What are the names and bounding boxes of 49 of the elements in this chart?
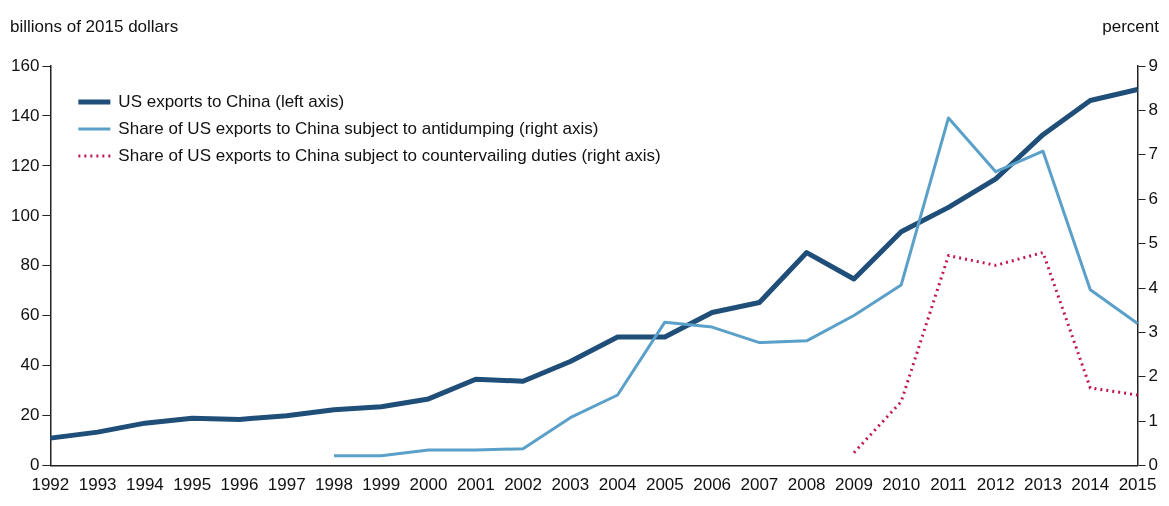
x-tick-label: 2007 — [740, 475, 779, 495]
x-tick-label: 2008 — [787, 475, 826, 495]
y-tick-label: 80 — [20, 255, 40, 275]
y-tick-label: 20 — [20, 405, 40, 425]
y2-tick-label: 7 — [1148, 144, 1159, 164]
x-tick-label: 1996 — [220, 475, 259, 495]
y-tick-label: 0 — [29, 455, 40, 475]
y-tick-label: 120 — [10, 155, 40, 175]
line-series — [852, 250, 1140, 455]
y2-tick-label: 1 — [1148, 410, 1159, 430]
legend-label: US exports to China (left axis) — [118, 91, 345, 111]
y-axis-title: billions of 2015 dollars — [10, 17, 179, 37]
x-tick-label: 2012 — [976, 475, 1015, 495]
y2-tick-label: 0 — [1148, 455, 1159, 475]
y-tick-label: 100 — [10, 205, 40, 225]
x-tick-label: 1992 — [31, 475, 70, 495]
y-tick-label: 160 — [10, 55, 40, 75]
x-tick-label: 1997 — [267, 475, 306, 495]
y2-tick-label: 3 — [1148, 322, 1159, 342]
x-tick-label: 2006 — [693, 475, 732, 495]
x-tick-label: 1999 — [362, 475, 401, 495]
y-tick-label: 140 — [10, 105, 40, 125]
x-tick-label: 2000 — [409, 475, 448, 495]
x-tick-label: 2002 — [504, 475, 542, 495]
x-tick-label: 1998 — [315, 475, 353, 495]
y2-tick-label: 6 — [1148, 188, 1159, 208]
x-tick-label: 2014 — [1071, 475, 1110, 495]
y-tick-label: 40 — [20, 355, 40, 375]
x-tick-label: 2011 — [930, 475, 967, 495]
x-tick-label: 2010 — [882, 475, 921, 495]
x-tick-label: 1995 — [173, 475, 212, 495]
x-tick-label: 2005 — [645, 475, 684, 495]
legend-label: Share of US exports to China subject to countervailing duties (right axis) — [118, 145, 661, 165]
x-tick-label: 1994 — [125, 475, 164, 495]
x-tick-label: 2001 — [456, 475, 495, 495]
y2-tick-label: 9 — [1148, 55, 1159, 75]
legend-label: Share of US exports to China subject to antidumping (right axis) — [118, 118, 599, 138]
x-tick-label: 2009 — [835, 475, 873, 495]
x-tick-label: 2004 — [598, 475, 637, 495]
y2-tick-label: 8 — [1148, 100, 1159, 120]
y2-tick-label: 5 — [1148, 233, 1159, 253]
y-tick-label: 60 — [20, 305, 40, 325]
y2-axis-title: percent — [1102, 17, 1160, 37]
y2-tick-label: 4 — [1148, 277, 1159, 297]
y2-tick-label: 2 — [1148, 366, 1159, 386]
x-tick-label: 2015 — [1118, 475, 1157, 495]
x-tick-label: 2013 — [1024, 475, 1062, 495]
x-tick-label: 2003 — [551, 475, 590, 495]
x-tick-label: 1993 — [78, 475, 117, 495]
